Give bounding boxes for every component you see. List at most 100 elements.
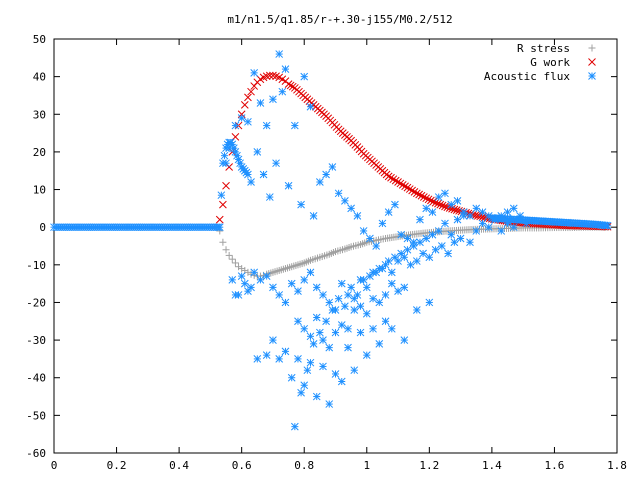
- x-tick-label: 0.6: [232, 459, 252, 472]
- y-tick-label: 10: [33, 184, 46, 197]
- data-point: [215, 223, 224, 232]
- data-point: [447, 200, 456, 209]
- series-acoustic-flux: [50, 50, 612, 431]
- data-point: [231, 259, 239, 267]
- plot-frame: [53, 38, 618, 454]
- data-point: [322, 317, 330, 326]
- data-point: [325, 298, 334, 307]
- data-point: [603, 221, 612, 230]
- data-point: [516, 215, 524, 224]
- data-point: [344, 324, 352, 333]
- data-point: [316, 328, 324, 337]
- data-point: [375, 298, 384, 307]
- data-point: [328, 163, 337, 171]
- data-point: [319, 291, 327, 299]
- data-point: [391, 200, 399, 209]
- data-point: [281, 65, 290, 73]
- data-point: [491, 215, 499, 224]
- x-tick-label: 1.8: [607, 459, 627, 472]
- data-point: [412, 257, 421, 265]
- data-point: [306, 358, 315, 367]
- data-point: [247, 283, 255, 292]
- data-point: [312, 283, 321, 292]
- data-point: [509, 204, 518, 213]
- data-point: [294, 287, 302, 296]
- data-point: [403, 183, 412, 192]
- data-point: [417, 191, 426, 200]
- data-point: [231, 121, 240, 130]
- data-point: [384, 172, 393, 181]
- data-point: [231, 291, 240, 299]
- x-tick-label: 0: [51, 459, 58, 472]
- data-point: [366, 272, 374, 280]
- data-point: [240, 101, 249, 109]
- data-point: [416, 238, 424, 247]
- data-point: [416, 215, 424, 224]
- data-point: [309, 212, 318, 220]
- data-point: [420, 193, 428, 201]
- data-point: [441, 202, 449, 211]
- data-point: [278, 87, 287, 96]
- data-point: [250, 69, 259, 77]
- data-point: [444, 249, 452, 258]
- data-point: [396, 179, 405, 188]
- data-point: [287, 279, 296, 288]
- data-point: [397, 249, 406, 258]
- data-point: [509, 223, 518, 232]
- x-tick-label: 1.6: [545, 459, 565, 472]
- data-point: [427, 196, 435, 205]
- data-point: [225, 144, 234, 152]
- data-point: [378, 219, 387, 228]
- data-point: [219, 200, 227, 209]
- x-tick-label: 0.2: [107, 459, 127, 472]
- data-point: [422, 234, 431, 243]
- data-point: [372, 268, 381, 277]
- data-point: [484, 212, 493, 220]
- data-point: [344, 343, 352, 352]
- legend-label: G work: [530, 56, 570, 69]
- data-point: [406, 260, 415, 269]
- data-point: [398, 180, 407, 189]
- data-point: [215, 215, 224, 224]
- data-point: [337, 377, 346, 386]
- data-point: [429, 197, 438, 206]
- data-point: [312, 313, 321, 322]
- data-point: [372, 242, 381, 250]
- y-tick-label: -40: [26, 372, 46, 385]
- data-point: [256, 276, 265, 284]
- x-tick-label: 0.4: [169, 459, 189, 472]
- data-point: [341, 196, 349, 205]
- data-point: [362, 283, 371, 292]
- data-point: [422, 204, 431, 213]
- x-tick-label: 1.2: [419, 459, 439, 472]
- data-point: [356, 302, 365, 311]
- data-point: [297, 388, 305, 397]
- chart-title: m1/n1.5/q1.85/r-+.30-j155/M0.2/512: [227, 13, 452, 26]
- data-point: [288, 82, 297, 91]
- data-point: [344, 291, 352, 299]
- data-point: [503, 219, 512, 228]
- series-layer: [50, 50, 612, 431]
- data-point: [235, 263, 243, 271]
- data-point: [353, 212, 362, 220]
- data-point: [459, 212, 468, 220]
- data-point: [253, 148, 262, 156]
- y-tick-label: 20: [33, 146, 46, 159]
- data-point: [275, 355, 284, 363]
- legend-label: Acoustic flux: [484, 70, 570, 83]
- data-point: [391, 253, 399, 262]
- data-point: [366, 234, 374, 243]
- data-point: [281, 347, 290, 356]
- data-point: [262, 121, 271, 130]
- data-point: [237, 110, 246, 119]
- data-point: [231, 133, 240, 141]
- data-point: [431, 198, 440, 207]
- data-point: [244, 268, 252, 276]
- series-r-stress: [216, 223, 612, 280]
- data-point: [284, 181, 293, 190]
- y-tick-label: -20: [26, 296, 46, 309]
- data-point: [409, 242, 418, 250]
- data-point: [397, 230, 406, 239]
- data-point: [286, 81, 295, 90]
